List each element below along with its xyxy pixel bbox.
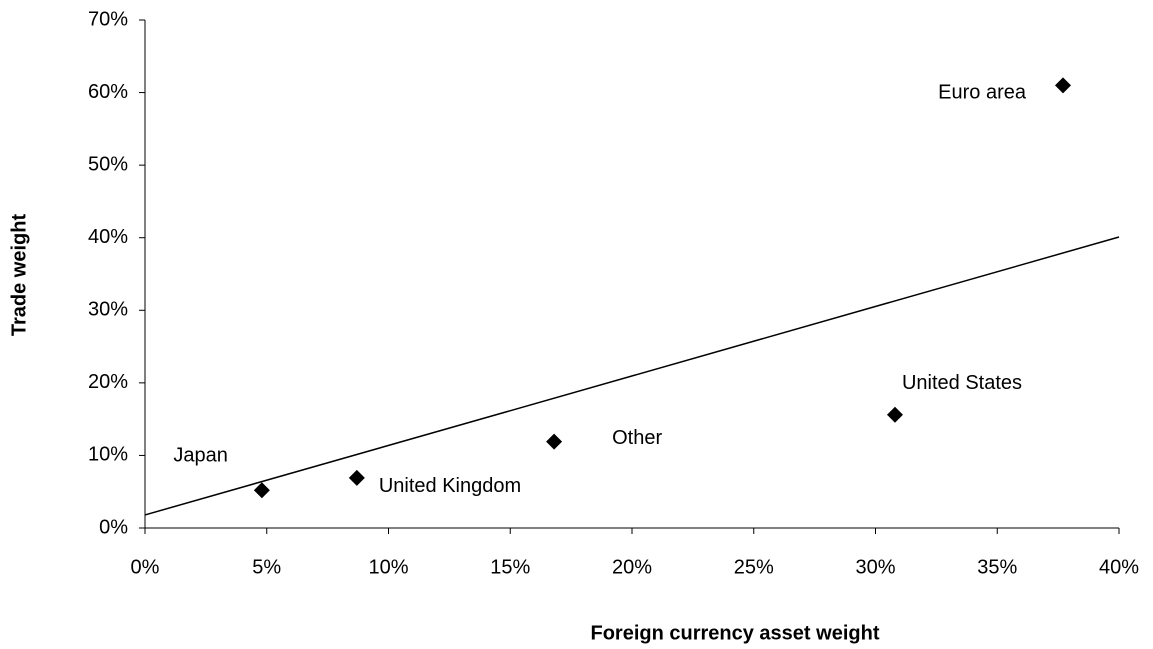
x-tick-label: 25% — [734, 556, 774, 578]
x-tick-label: 5% — [252, 556, 281, 578]
x-axis-title: Foreign currency asset weight — [591, 622, 880, 644]
point-label: Japan — [173, 445, 228, 467]
point — [886, 406, 903, 423]
point-label: Other — [612, 427, 662, 449]
y-axis-title: Trade weight — [8, 214, 30, 337]
y-tick-label: 70% — [88, 8, 128, 30]
y-tick-label: 40% — [88, 226, 128, 248]
y-tick-label: 20% — [88, 371, 128, 393]
y-tick-label: 10% — [88, 444, 128, 466]
point — [1054, 77, 1071, 94]
y-tick-label: 30% — [88, 299, 128, 321]
point-label: Euro area — [938, 82, 1027, 104]
point-label: United States — [902, 372, 1022, 394]
x-tick-label: 40% — [1099, 556, 1139, 578]
x-tick-label: 35% — [977, 556, 1017, 578]
x-tick-label: 30% — [855, 556, 895, 578]
point — [253, 482, 270, 499]
x-tick-label: 0% — [131, 556, 160, 578]
point — [348, 469, 365, 486]
y-tick-label: 0% — [99, 516, 128, 538]
point-label: United Kingdom — [379, 475, 521, 497]
y-tick-label: 50% — [88, 153, 128, 175]
y-tick-label: 60% — [88, 81, 128, 103]
x-tick-label: 20% — [612, 556, 652, 578]
x-tick-label: 15% — [490, 556, 530, 578]
x-tick-label: 10% — [368, 556, 408, 578]
point — [546, 433, 563, 450]
trend-line — [144, 236, 1120, 516]
